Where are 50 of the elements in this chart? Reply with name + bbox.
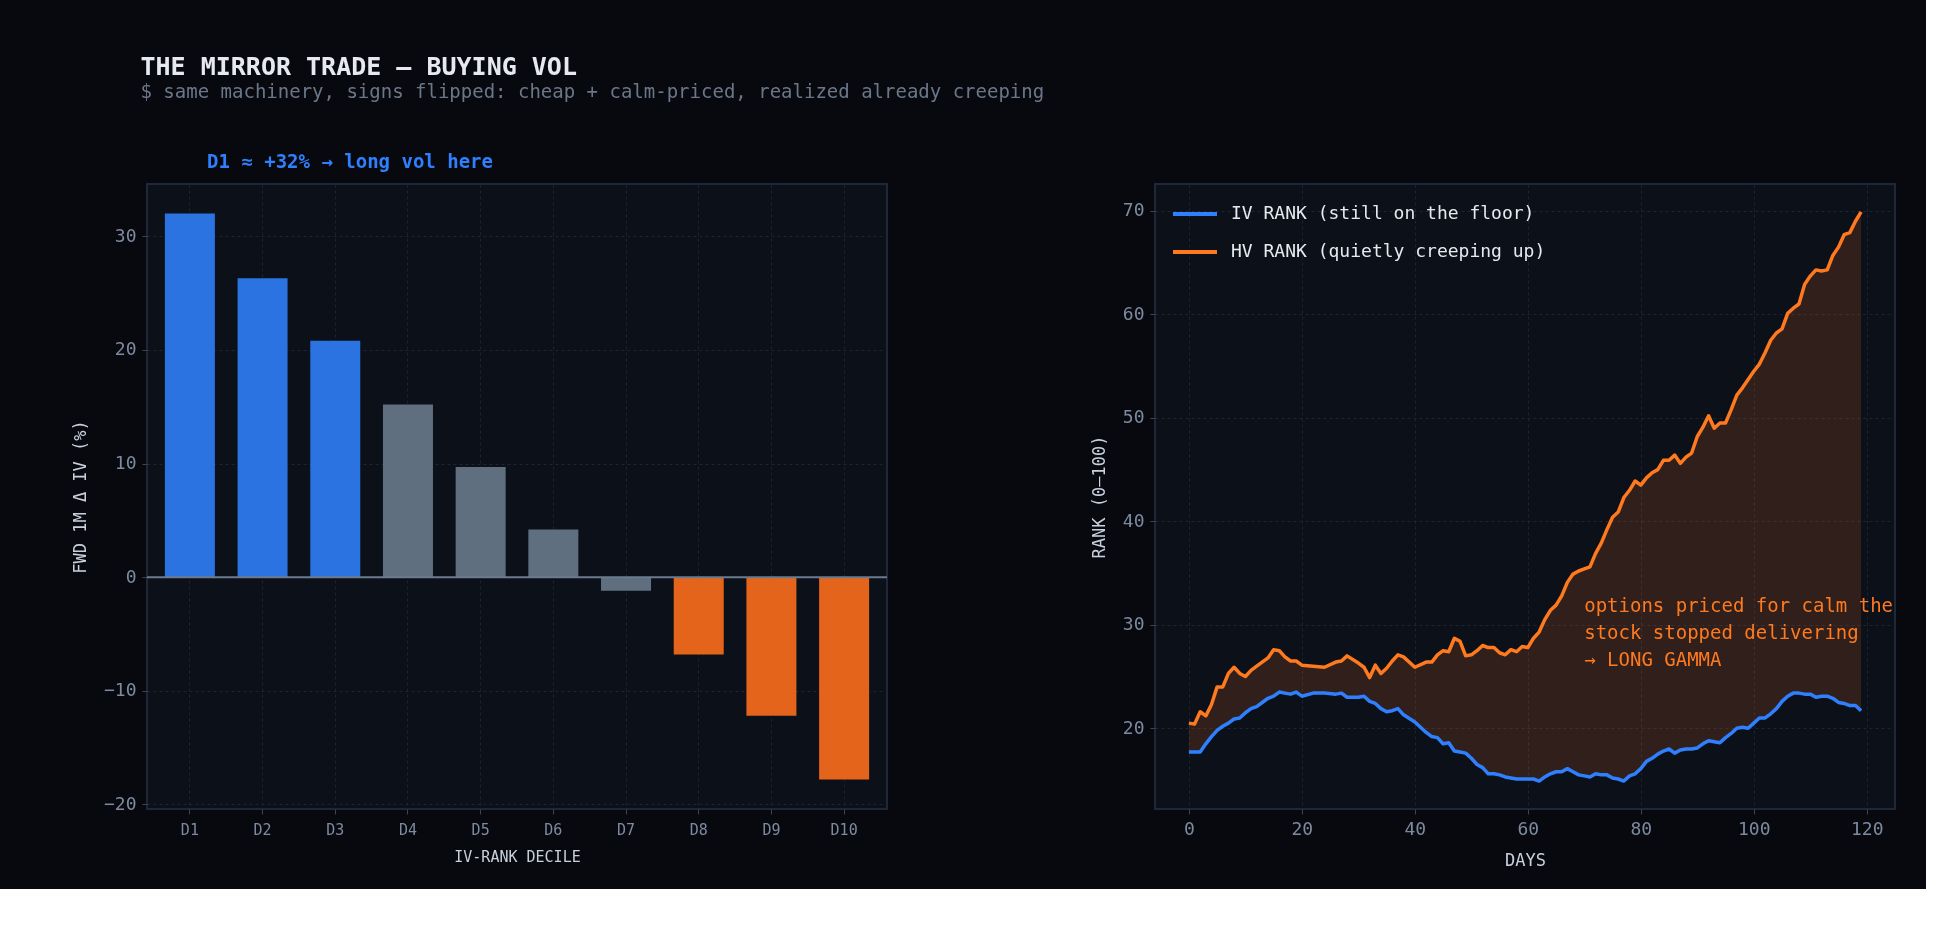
bar [164,213,215,578]
bar [382,404,433,578]
x-tick-label: 20 [1291,817,1314,839]
y-tick-label: −20 [103,792,137,814]
x-axis-title: DAYS [1505,849,1546,870]
x-tick-label: D5 [471,820,490,839]
y-tick-label: 0 [125,565,137,587]
bar [528,529,579,578]
x-tick-label: D10 [830,820,858,839]
y-tick-label: 30 [1122,613,1145,635]
y-tick-label: 50 [1122,406,1145,428]
bar [455,466,506,578]
y-tick-label: 30 [114,224,137,246]
y-tick-label: 10 [114,452,137,474]
bar [310,340,361,578]
y-axis-title: RANK (0–100) [1088,435,1109,559]
x-tick-label: 120 [1851,817,1884,839]
x-tick-label: D8 [689,820,708,839]
x-tick-label: D2 [253,820,272,839]
x-tick-label: D4 [398,820,417,839]
x-tick-label: D1 [180,820,199,839]
y-tick-label: 70 [1122,199,1145,221]
bar [673,577,724,655]
annotation: options priced for calm the stock stopped delivering → LONG GAMMA [1584,593,1894,670]
legend-label: IV RANK (still on the floor) [1231,202,1535,223]
y-tick-label: 20 [1122,716,1145,738]
y-tick-label: 40 [1122,509,1145,531]
x-axis-title: IV-RANK DECILE [454,847,581,866]
line-series [1187,690,1863,783]
x-tick-label: 80 [1630,817,1653,839]
y-tick-label: −10 [103,679,137,701]
text: D1 ≈ +32% → long vol here [207,150,493,172]
x-tick-label: 0 [1183,817,1195,839]
x-tick-label: 60 [1517,817,1540,839]
bar [601,577,652,591]
x-tick-label: D9 [762,820,781,839]
chart-title: THE MIRROR TRADE — BUYING VOL [140,52,577,81]
y-tick-label: 60 [1122,302,1145,324]
bar [746,577,797,716]
x-tick-label: D7 [617,820,636,839]
bar [237,278,288,578]
chart-subtitle: $ same machinery, signs flipped: cheap + calm-priced, realized already creeping [140,80,1045,102]
x-tick-label: D3 [326,820,345,839]
x-tick-label: 40 [1404,817,1427,839]
legend-label: HV RANK (quietly creeping up) [1231,240,1546,261]
bar [819,577,870,780]
x-tick-label: D6 [544,820,563,839]
y-axis-title: FWD 1M Δ IV (%) [69,420,90,574]
x-tick-label: 100 [1738,817,1771,839]
y-tick-label: 20 [114,338,137,360]
